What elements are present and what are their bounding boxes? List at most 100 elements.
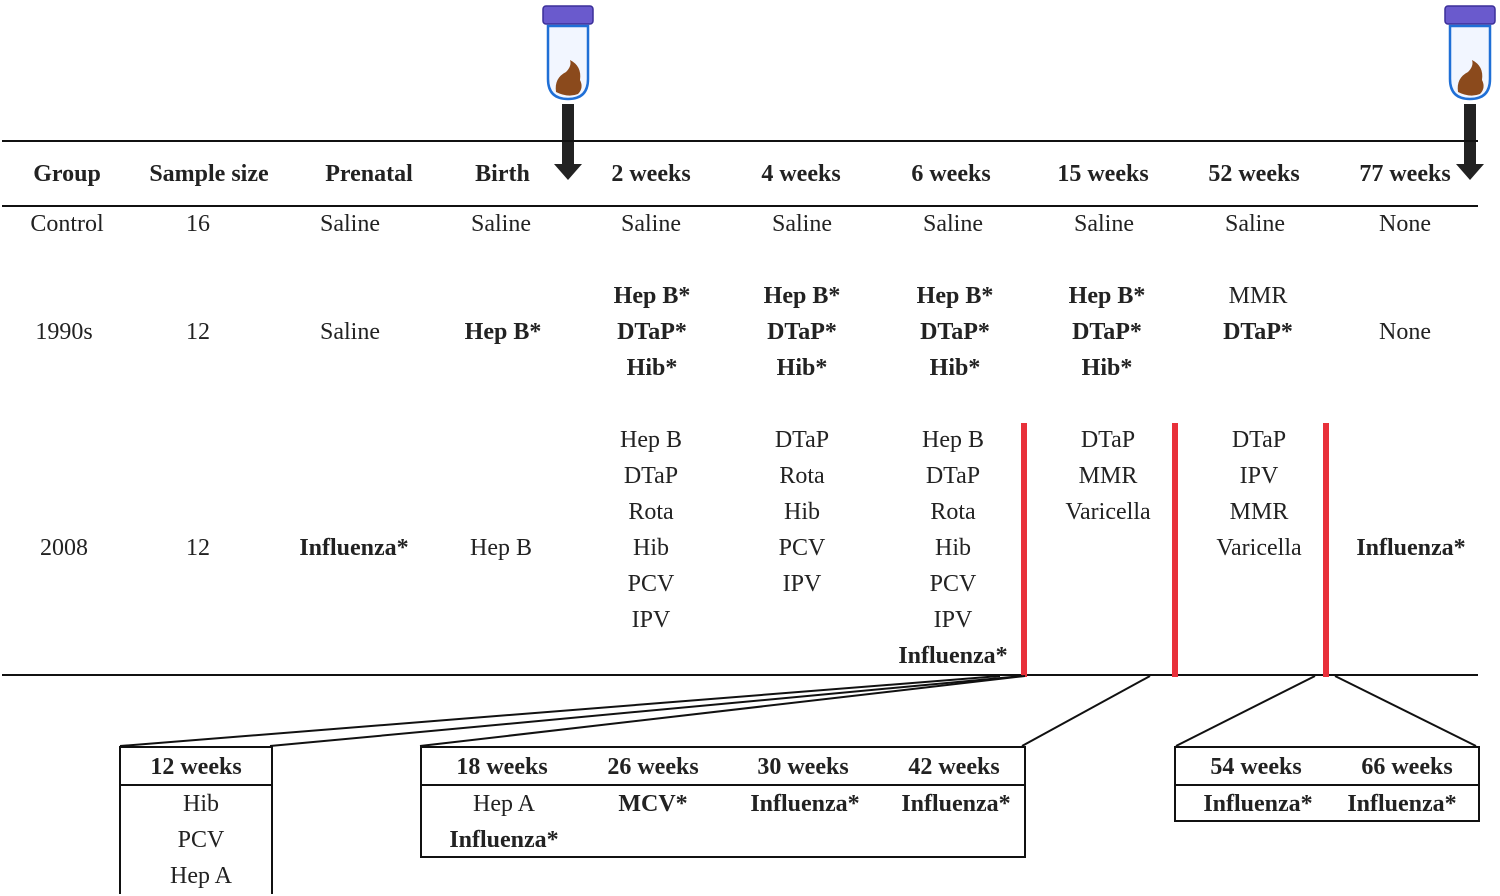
inset-items: Hep A Influenza* [422, 786, 586, 858]
week4-cell: Hep B* DTaP* Hib* [726, 278, 878, 386]
week6-cell: Hep B DTaP Rota Hib PCV IPV Influenza* [876, 422, 1030, 674]
prenatal-cell: Influenza* [299, 535, 409, 561]
header-rule [2, 205, 1478, 207]
column-header: 2 weeks [611, 161, 691, 187]
week77-cell: None [1379, 211, 1431, 237]
prenatal-cell: Saline [320, 211, 380, 237]
inset-54-66-weeks: 54 weeks 66 weeks Influenza* Influenza* [1174, 746, 1480, 822]
vaccine-item: Hib* [626, 355, 678, 381]
vaccine-item: Varicella [1065, 499, 1151, 525]
vaccine-item: Hib [935, 535, 971, 561]
vaccine-item: Varicella [1216, 535, 1302, 561]
column-header: 6 weeks [911, 161, 991, 187]
sample-tube-icon [542, 5, 594, 180]
column-header: 4 weeks [761, 161, 841, 187]
column-header: Prenatal [325, 161, 413, 187]
week15-cell: Saline [1074, 211, 1134, 237]
vaccine-item: Hep B [922, 427, 984, 453]
birth-cell: Hep B [470, 535, 532, 561]
table-bottom-rule [2, 674, 1478, 676]
vaccine-item: PCV [627, 571, 675, 597]
group-cell: 2008 [40, 535, 88, 561]
column-header: 77 weeks [1359, 161, 1451, 187]
vaccine-item: DTaP* [920, 319, 990, 345]
vaccine-item: DTaP* [1072, 319, 1142, 345]
vaccine-item: MMR [1229, 499, 1289, 525]
vaccine-item: Influenza* [1347, 791, 1457, 817]
vaccine-item: Rota [779, 463, 825, 489]
sample-tube-icon [1444, 5, 1496, 180]
birth-cell: Saline [471, 211, 531, 237]
inset-header: 54 weeks [1210, 754, 1302, 780]
prenatal-cell: Saline [320, 319, 380, 345]
vaccine-item: Rota [930, 499, 976, 525]
vaccine-item: Hib [183, 791, 219, 817]
vaccine-item: Hep A [473, 791, 535, 817]
down-arrow-icon [1456, 104, 1484, 180]
week2-cell: Saline [621, 211, 681, 237]
vaccine-item: Influenza* [901, 791, 1011, 817]
inset-header: 42 weeks [908, 754, 1000, 780]
vaccine-item: IPV [782, 571, 822, 597]
column-header: 52 weeks [1208, 161, 1300, 187]
week2-cell: Hep B DTaP Rota Hib PCV IPV [576, 422, 726, 638]
inset-18-42-weeks: 18 weeks 26 weeks 30 weeks 42 weeks Hep … [420, 746, 1026, 858]
vaccine-item: DTaP* [617, 319, 687, 345]
inset-header: 26 weeks [607, 754, 699, 780]
group-cell: 1990s [35, 319, 93, 345]
sample-size-cell: 16 [186, 211, 210, 237]
week15-cell: DTaP MMR Varicella [1030, 422, 1186, 530]
week52-cell: MMR DTaP* [1179, 278, 1337, 350]
week77-cell: None [1379, 319, 1431, 345]
inset-header: 30 weeks [757, 754, 849, 780]
vaccine-item: Hib [633, 535, 669, 561]
vaccine-item: Hep A [170, 863, 232, 889]
down-arrow-icon [554, 104, 582, 180]
inset-header: 12 weeks [150, 754, 242, 780]
column-header: 15 weeks [1057, 161, 1149, 187]
vaccine-item: Hib* [776, 355, 828, 381]
vaccine-item: DTaP [925, 463, 981, 489]
column-header: Group [33, 161, 101, 187]
vaccine-item: Hep B* [613, 283, 691, 309]
vaccine-item: DTaP [623, 463, 679, 489]
vaccine-item: MMR [1078, 463, 1138, 489]
inset-12-weeks: 12 weeks Hib PCV Hep A [119, 746, 273, 894]
week52-cell: Saline [1225, 211, 1285, 237]
timepoint-marker [1323, 423, 1329, 677]
vaccine-item: DTaP* [1223, 319, 1293, 345]
timepoint-marker [1021, 423, 1027, 677]
inset-header: 18 weeks [456, 754, 548, 780]
week2-cell: Hep B* DTaP* Hib* [576, 278, 728, 386]
week77-cell: Influenza* [1356, 535, 1466, 561]
column-header: Sample size [149, 161, 269, 187]
vaccine-item: Hib* [929, 355, 981, 381]
inset-items: Hib PCV Hep A [121, 786, 281, 894]
vaccine-item: Influenza* [898, 643, 1008, 669]
week4-cell: Saline [772, 211, 832, 237]
vaccine-item: Hib [784, 499, 820, 525]
vaccine-item: IPV [933, 607, 973, 633]
week6-cell: Saline [923, 211, 983, 237]
inset-header: 66 weeks [1361, 754, 1453, 780]
vaccine-item: MMR [1228, 283, 1288, 309]
vaccine-item: IPV [631, 607, 671, 633]
vaccine-item: Hep B [620, 427, 682, 453]
column-header: Birth [475, 161, 530, 187]
vaccine-item: Influenza* [449, 827, 559, 853]
vaccine-item: DTaP [1080, 427, 1136, 453]
week52-cell: DTaP IPV MMR Varicella [1182, 422, 1336, 566]
table-top-rule [2, 140, 1478, 142]
vaccine-item: Hib* [1081, 355, 1133, 381]
vaccine-item: Hep B* [763, 283, 841, 309]
vaccine-item: Rota [628, 499, 674, 525]
sample-size-cell: 12 [186, 319, 210, 345]
vaccine-item: PCV [929, 571, 977, 597]
vaccine-item: PCV [177, 827, 225, 853]
group-cell: Control [30, 211, 104, 237]
timepoint-marker [1172, 423, 1178, 677]
vaccine-item: DTaP* [767, 319, 837, 345]
week4-cell: DTaP Rota Hib PCV IPV [726, 422, 878, 602]
vaccine-item: IPV [1239, 463, 1279, 489]
